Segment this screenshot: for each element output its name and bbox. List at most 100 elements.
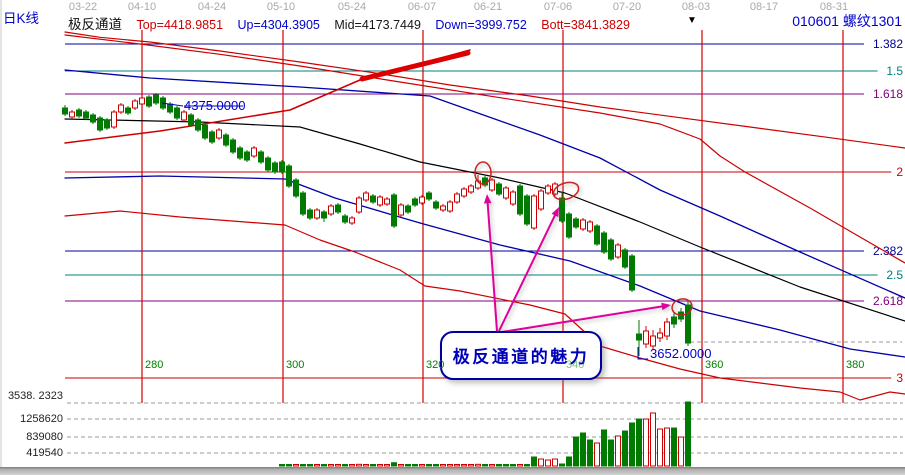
candle-up	[118, 104, 124, 113]
volume-bar-down	[601, 429, 607, 467]
candle-down	[202, 124, 208, 139]
candle-up	[377, 196, 383, 206]
contract-label: 010601 螺纹1301	[792, 13, 902, 29]
chart-type-label: 日K线	[3, 11, 40, 26]
candle-down	[321, 211, 327, 219]
low-price-label: 3652.0000	[650, 346, 711, 361]
volume-bar-down	[559, 463, 565, 467]
candle-up	[580, 219, 586, 230]
candle-down	[559, 197, 565, 222]
volume-bar-down	[391, 462, 397, 467]
channel-level-lines: 1.382 1.5 1.618 2 2.382 2.5 2.618 3	[65, 37, 903, 385]
highlight-circle	[552, 181, 580, 201]
candle-down	[97, 117, 103, 131]
channel-mid	[64, 118, 905, 322]
volume-bar-down	[622, 430, 628, 467]
volume-bar-down	[524, 464, 530, 467]
volume-bar-up	[594, 442, 600, 467]
date-label: 05-24	[337, 1, 367, 13]
volume-bar-up	[377, 464, 383, 467]
candle-down	[286, 165, 292, 187]
volume-bar-up	[552, 458, 558, 467]
candle-up	[216, 129, 222, 139]
candle-up	[615, 244, 621, 258]
candle-down	[601, 232, 607, 253]
candle-down	[426, 192, 432, 200]
highlight-circle	[671, 298, 693, 316]
candle-up	[139, 97, 145, 105]
dropdown-arrow-icon[interactable]: ▼	[687, 15, 697, 26]
candle-up	[251, 147, 257, 157]
volume-bar-up	[328, 464, 334, 467]
volume-bar-down	[566, 456, 572, 467]
candle-up	[314, 209, 320, 219]
candle-down	[342, 215, 348, 223]
volume-bar-down	[321, 464, 327, 467]
window-bottom-border	[0, 467, 905, 475]
volume-bar-down	[531, 456, 537, 467]
volume-bar-down	[587, 439, 593, 467]
candle-down	[671, 316, 677, 325]
candle-down	[622, 249, 628, 268]
bar-number-label: 320	[426, 359, 444, 371]
candle-up	[419, 196, 425, 204]
volume-bar-down	[286, 464, 292, 467]
candle-up	[398, 204, 404, 216]
volume-bar-up	[335, 464, 341, 467]
arrow-shaft	[501, 305, 664, 333]
volume-bar-down	[636, 418, 642, 467]
date-label: 08-03	[681, 1, 711, 13]
volume-bar-down	[573, 436, 579, 467]
candle-down	[146, 96, 152, 107]
volume-bar-up	[615, 435, 621, 467]
candle-down	[188, 114, 194, 126]
bar-number-label: 380	[846, 359, 864, 371]
candle-up	[69, 111, 75, 118]
volume-bar-up	[650, 412, 656, 467]
volume-bar-up	[440, 464, 446, 467]
candle-up	[510, 191, 516, 205]
volume-bar-up	[538, 458, 544, 467]
volume-bars	[279, 401, 691, 467]
candle-down	[62, 107, 68, 115]
volume-bar-up	[398, 464, 404, 467]
candle-down	[83, 111, 89, 119]
level-label: 2	[896, 165, 903, 179]
candle-down	[167, 103, 173, 113]
volume-bar-up	[454, 464, 460, 467]
candle-down	[125, 107, 131, 114]
level-label: 1.5	[886, 64, 903, 78]
channel-top-2	[64, 34, 905, 264]
candle-down	[496, 183, 502, 195]
arrow-shaft	[486, 201, 498, 332]
volume-bar-down	[482, 464, 488, 467]
candle-up	[328, 205, 334, 215]
bar-number-label: 300	[286, 359, 304, 371]
candle-down	[433, 201, 439, 209]
volume-bar-up	[314, 464, 320, 467]
date-label: 03-22	[68, 1, 98, 13]
volume-bar-down	[503, 464, 509, 467]
left-scale-label: 1258620	[20, 413, 63, 425]
peak-label-leader	[161, 102, 184, 107]
candle-down	[244, 151, 250, 161]
candle-up	[447, 201, 453, 212]
candle-down	[223, 134, 229, 146]
volume-bar-up	[461, 464, 467, 467]
level-label: 2.5	[886, 268, 903, 282]
candlesticks	[62, 93, 691, 356]
volume-bar-up	[475, 463, 481, 467]
candle-down	[76, 109, 82, 117]
candle-down	[209, 131, 215, 143]
indicator-bott: Bott=3841.3829	[541, 18, 630, 32]
candle-up	[111, 111, 117, 128]
volume-bar-up	[657, 428, 663, 467]
candle-up	[587, 221, 593, 232]
candle-up	[461, 188, 467, 197]
candle-down	[636, 333, 642, 341]
candle-down	[517, 185, 523, 215]
date-label: 04-10	[127, 1, 157, 13]
volume-bar-up	[447, 464, 453, 467]
